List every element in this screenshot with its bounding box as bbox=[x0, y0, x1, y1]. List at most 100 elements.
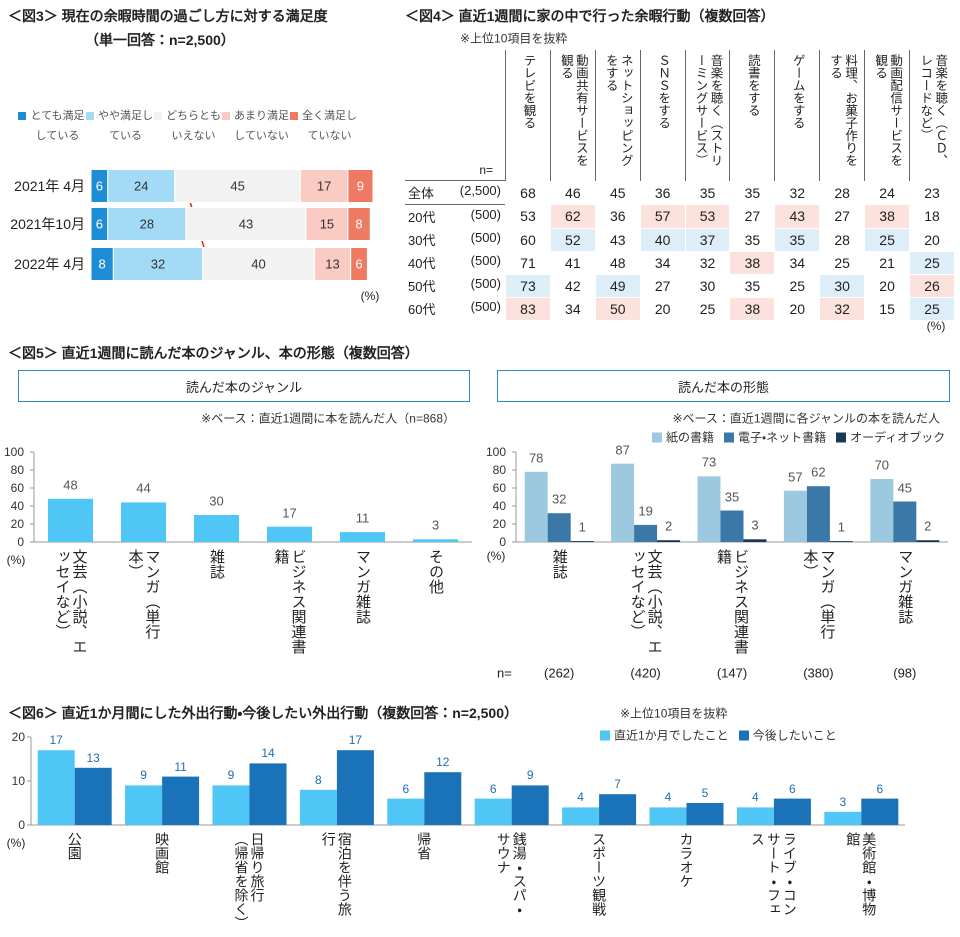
value-label: 8 bbox=[315, 772, 322, 787]
chart-title: ＜図5＞ 直近1週間に読んだ本のジャンル、本の形態（複数回答） bbox=[8, 345, 419, 361]
value-label: 6 bbox=[876, 781, 884, 796]
value-label: 43 bbox=[238, 216, 254, 232]
column-label: 音楽を聴く（ストリーミングサービス） bbox=[693, 54, 723, 167]
bar bbox=[870, 479, 894, 542]
table-cell: 62 bbox=[549, 204, 596, 229]
x-tick-label: 宿泊を伴う旅行 bbox=[320, 832, 353, 916]
row-label: 40代 bbox=[408, 256, 436, 271]
y-tick-label: 0 bbox=[499, 535, 506, 549]
bar-segment bbox=[299, 169, 349, 203]
value-label: 2 bbox=[924, 518, 932, 534]
value-label: 3 bbox=[839, 794, 847, 809]
row-label: 全体 bbox=[408, 186, 435, 201]
legend-swatch bbox=[222, 112, 230, 120]
y-tick-label: 40 bbox=[492, 499, 506, 513]
value-label: 9 bbox=[526, 768, 534, 783]
row-label: 60代 bbox=[408, 302, 436, 317]
value-label: 3 bbox=[431, 517, 440, 533]
legend-swatch bbox=[652, 432, 662, 442]
table-cell: 40 bbox=[639, 227, 686, 252]
unit-label: (%) bbox=[360, 289, 380, 303]
y-tick-label: 2021年10月 bbox=[10, 216, 85, 232]
value-label: 12 bbox=[436, 755, 450, 770]
value-label: 3 bbox=[751, 517, 759, 533]
legend-swatch bbox=[18, 112, 26, 120]
table-cell: 27 bbox=[639, 273, 686, 298]
bar bbox=[511, 785, 549, 825]
legend-label: 直近1か月でしたこと bbox=[614, 728, 729, 743]
value-label: 17 bbox=[282, 505, 297, 521]
table-cell: 20 bbox=[639, 296, 686, 321]
y-tick-label: 2021年 4月 bbox=[14, 178, 85, 194]
value-label: 14 bbox=[261, 746, 275, 761]
table-cell: 25 bbox=[909, 250, 955, 275]
chart-title: ＜図3＞ 現在の余暇時間の過ごし方に対する満足度 bbox=[8, 8, 328, 24]
legend-label: 今後したいこと bbox=[752, 728, 837, 743]
table-cell: 24 bbox=[864, 180, 911, 205]
bar-segment bbox=[347, 207, 371, 241]
legend-label: やや満足している bbox=[98, 110, 153, 142]
table-cell: 28 bbox=[819, 227, 866, 252]
column-header: 読書をする bbox=[729, 50, 775, 181]
column-label: 動画共有サービスを観る bbox=[558, 54, 588, 167]
bar bbox=[824, 811, 862, 825]
value-label: 6 bbox=[402, 781, 410, 796]
value-label: 40 bbox=[251, 256, 266, 272]
chart-note: ※上位10項目を抜粋 bbox=[620, 706, 728, 721]
column-label: ネットショッピングをする bbox=[603, 54, 633, 167]
legend-swatch bbox=[836, 432, 847, 442]
value-label: 32 bbox=[150, 256, 166, 272]
table-cell: 18 bbox=[909, 204, 955, 229]
bar bbox=[387, 798, 425, 825]
bar-segment bbox=[347, 169, 374, 203]
legend: 直近1か月でしたこと 今後したいこと bbox=[600, 727, 837, 744]
x-tick-label: 雑誌 bbox=[550, 549, 568, 579]
value-label: 6 bbox=[489, 781, 497, 796]
value-label: 5 bbox=[701, 786, 709, 800]
bar-segment bbox=[313, 247, 352, 281]
row-label: 20代 bbox=[408, 210, 436, 225]
legend-swatch bbox=[86, 112, 94, 120]
table-cell: 53 bbox=[505, 204, 551, 229]
panel-header: 読んだ本の形態 bbox=[497, 370, 950, 402]
value-label: 30 bbox=[209, 493, 224, 509]
legend-item: 電子・ネット書籍 bbox=[724, 429, 826, 446]
table-cell: 20 bbox=[909, 227, 955, 252]
table-cell: 28 bbox=[819, 180, 866, 205]
table-cell: 26 bbox=[909, 273, 955, 298]
table-cell: 25 bbox=[864, 227, 911, 252]
legend-swatch bbox=[738, 730, 749, 740]
value-label: 62 bbox=[811, 464, 826, 480]
table-cell: 25 bbox=[774, 273, 821, 298]
value-label: 32 bbox=[551, 491, 567, 507]
data-table: n= テレビを観る 動画共有サービスを観る ネットショッピングをする ＳＮＳをする 音楽を… bbox=[405, 50, 955, 321]
x-tick-label: 文芸（小説、エッセイなど） bbox=[628, 549, 663, 654]
x-tick-label: スポーツ観戦 bbox=[591, 832, 608, 916]
legend-label: あまり満足していない bbox=[234, 110, 289, 142]
value-label: 1 bbox=[578, 519, 586, 535]
value-label: 4 bbox=[577, 790, 584, 805]
y-tick-label: 2022年 4月 bbox=[14, 256, 85, 272]
y-tick-label: 80 bbox=[10, 463, 24, 477]
legend-label: とても満足している bbox=[30, 110, 85, 142]
value-label: 6 bbox=[95, 216, 103, 232]
table-cell: 52 bbox=[549, 227, 596, 252]
table-cell: 35 bbox=[684, 180, 731, 205]
bar bbox=[74, 767, 112, 825]
row-n: (500) bbox=[470, 253, 501, 268]
table-cell: 45 bbox=[594, 180, 641, 205]
bar bbox=[340, 532, 385, 542]
value-label: 6 bbox=[789, 781, 796, 796]
x-tick-label: マンガ雑誌 bbox=[354, 549, 371, 624]
unit-label: (%) bbox=[486, 549, 506, 563]
y-tick-label: 60 bbox=[492, 481, 506, 495]
chart-title: ＜図4＞ 直近1週間に家の中で行った余暇行動（複数回答） bbox=[405, 8, 775, 24]
value-label: 73 bbox=[701, 454, 717, 470]
value-label: 24 bbox=[134, 178, 149, 194]
value-label: 48 bbox=[63, 477, 78, 493]
bar bbox=[697, 476, 721, 542]
x-tick-label: ビジネス関連書籍 bbox=[272, 549, 307, 654]
bar bbox=[424, 772, 462, 825]
table-row: 50代 (500) 73 42 49 27 30 35 25 30 20 26 bbox=[405, 273, 955, 298]
